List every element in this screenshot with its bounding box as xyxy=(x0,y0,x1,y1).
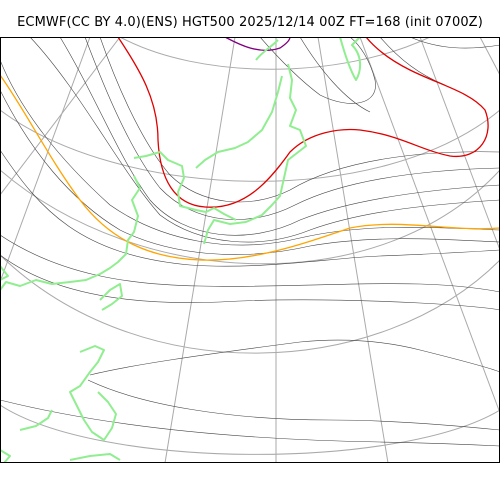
meridian xyxy=(164,37,236,463)
coastline-taiwan xyxy=(99,283,123,311)
contour-line xyxy=(99,37,500,203)
meridian xyxy=(359,37,500,414)
contour-line xyxy=(0,399,500,447)
coastline-korea-peninsula xyxy=(133,151,237,221)
contour-line xyxy=(299,37,371,113)
contour-line xyxy=(87,379,500,431)
contour-line xyxy=(0,149,500,267)
coastline-south xyxy=(0,449,11,463)
graticule xyxy=(0,37,500,463)
coastline-sakhalin xyxy=(255,39,279,61)
coastline-japan xyxy=(195,75,283,169)
contour-line xyxy=(59,37,500,236)
parallel xyxy=(0,404,500,455)
contour-line xyxy=(0,234,500,293)
parallel xyxy=(0,254,500,354)
parallel xyxy=(119,37,431,70)
coastline-borneo xyxy=(19,409,53,431)
meridian xyxy=(479,37,500,76)
height-contours xyxy=(0,37,500,447)
contour-line xyxy=(0,254,500,311)
orange-contour xyxy=(0,74,500,261)
coastlines xyxy=(0,37,362,463)
coastline-hainan xyxy=(0,265,9,281)
coastline-philippines xyxy=(69,345,117,441)
purple-contour xyxy=(224,37,291,52)
meridian xyxy=(0,37,91,283)
meridian xyxy=(317,37,389,463)
contour-line xyxy=(0,89,500,255)
contour-line xyxy=(29,37,500,243)
contour-line xyxy=(89,339,500,376)
map-border xyxy=(0,37,500,463)
coastline-islands xyxy=(69,453,121,461)
coastline-kamchatka xyxy=(339,37,362,81)
map-area xyxy=(0,37,500,463)
contour-line xyxy=(409,37,500,49)
map-title: ECMWF(CC BY 4.0)(ENS) HGT500 2025/12/14 … xyxy=(17,15,483,30)
red-contour xyxy=(117,37,489,208)
meridian xyxy=(0,37,121,196)
map-svg xyxy=(0,37,500,463)
coastline-mainland xyxy=(0,175,141,291)
parallel xyxy=(0,169,500,265)
coastline-kurils xyxy=(203,63,307,245)
meridian xyxy=(419,37,500,251)
parallel xyxy=(0,109,500,182)
contour-line xyxy=(84,37,500,220)
